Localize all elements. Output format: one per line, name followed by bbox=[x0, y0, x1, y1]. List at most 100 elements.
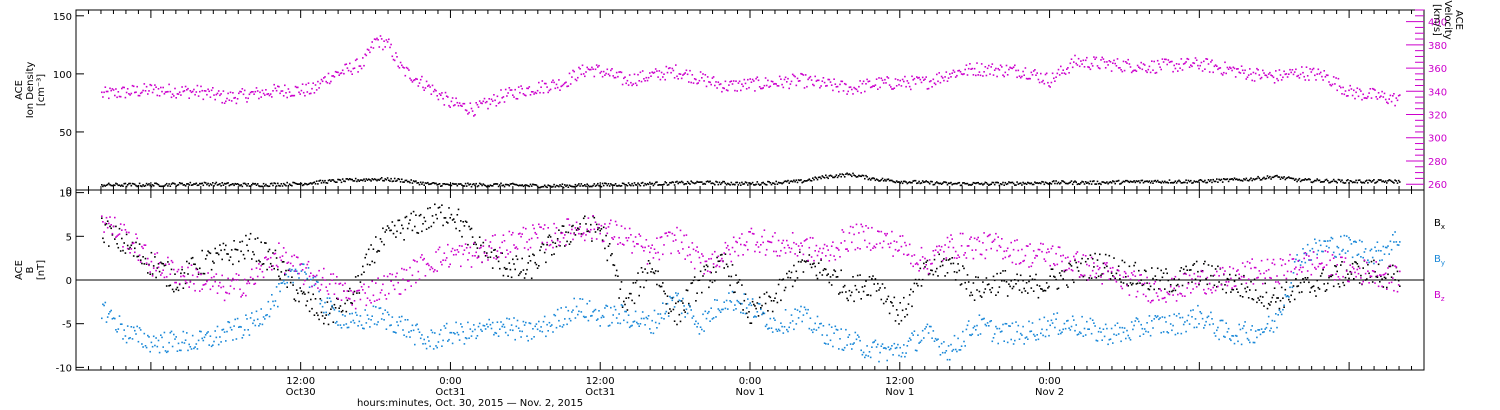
data-point bbox=[582, 232, 585, 234]
data-point bbox=[572, 238, 574, 241]
data-point bbox=[1381, 278, 1383, 280]
data-point bbox=[946, 272, 949, 274]
data-point bbox=[143, 263, 146, 265]
data-point bbox=[916, 282, 918, 285]
data-point bbox=[777, 283, 780, 286]
data-point bbox=[369, 299, 371, 302]
data-point bbox=[215, 181, 218, 184]
data-point bbox=[633, 73, 636, 76]
data-point bbox=[512, 258, 514, 261]
data-point bbox=[1254, 72, 1257, 75]
data-point bbox=[455, 183, 457, 185]
data-point bbox=[474, 184, 476, 187]
data-point bbox=[846, 172, 848, 175]
data-point bbox=[326, 301, 329, 303]
data-point bbox=[1345, 179, 1348, 182]
data-point bbox=[673, 320, 676, 322]
data-point bbox=[881, 283, 884, 285]
data-point bbox=[195, 268, 198, 271]
data-point bbox=[367, 178, 370, 180]
data-point bbox=[582, 315, 585, 318]
data-point bbox=[484, 328, 487, 330]
data-point bbox=[515, 183, 518, 186]
data-point bbox=[945, 350, 948, 352]
data-point bbox=[318, 269, 320, 272]
data-point bbox=[475, 182, 477, 185]
data-point bbox=[279, 277, 281, 280]
data-point bbox=[331, 304, 333, 307]
data-point bbox=[813, 328, 815, 331]
data-point bbox=[454, 183, 456, 185]
data-point bbox=[610, 69, 612, 72]
data-point bbox=[891, 179, 893, 182]
data-point bbox=[841, 173, 844, 175]
data-point bbox=[565, 81, 567, 84]
data-point bbox=[579, 68, 581, 70]
data-point bbox=[744, 312, 747, 315]
data-point bbox=[1188, 66, 1191, 68]
data-point bbox=[175, 336, 177, 338]
data-point bbox=[937, 80, 939, 83]
data-point bbox=[298, 277, 300, 279]
data-point bbox=[671, 232, 674, 235]
data-point bbox=[1057, 333, 1060, 335]
data-point bbox=[699, 326, 702, 328]
data-point bbox=[269, 256, 272, 259]
data-point bbox=[421, 254, 423, 256]
data-point bbox=[1070, 180, 1073, 182]
data-point bbox=[411, 81, 414, 83]
data-point bbox=[734, 304, 736, 306]
data-point bbox=[139, 185, 142, 187]
data-point bbox=[1211, 318, 1213, 320]
data-point bbox=[904, 180, 906, 183]
y-axis-label: ACEB[nT] bbox=[14, 260, 47, 280]
data-point bbox=[295, 86, 298, 89]
data-point bbox=[728, 183, 730, 185]
data-point bbox=[436, 95, 438, 97]
data-point bbox=[803, 180, 806, 182]
data-point bbox=[588, 300, 591, 302]
data-point bbox=[1375, 275, 1377, 278]
data-point bbox=[685, 183, 688, 185]
data-point bbox=[1123, 69, 1126, 72]
data-point bbox=[743, 183, 746, 185]
data-point bbox=[937, 338, 939, 340]
data-point bbox=[780, 78, 782, 80]
data-point bbox=[1028, 320, 1030, 323]
data-point bbox=[249, 91, 252, 94]
data-point bbox=[490, 98, 493, 101]
data-point bbox=[398, 178, 401, 181]
data-point bbox=[1003, 75, 1005, 78]
bz-series bbox=[101, 215, 1401, 310]
data-point bbox=[1159, 279, 1161, 282]
data-point bbox=[273, 182, 275, 184]
data-point bbox=[641, 246, 644, 249]
data-point bbox=[214, 280, 216, 283]
data-point bbox=[959, 349, 962, 351]
data-point bbox=[1040, 72, 1042, 75]
data-point bbox=[1332, 251, 1335, 254]
data-point bbox=[431, 215, 434, 217]
data-point bbox=[1285, 73, 1288, 75]
data-point bbox=[197, 271, 200, 274]
data-point bbox=[1321, 250, 1323, 253]
data-point bbox=[1279, 299, 1282, 302]
data-point bbox=[138, 254, 141, 256]
data-point bbox=[538, 265, 540, 267]
data-point bbox=[1097, 183, 1100, 185]
data-point bbox=[653, 248, 656, 250]
data-point bbox=[834, 175, 837, 178]
data-point bbox=[979, 183, 982, 185]
data-point bbox=[1051, 72, 1054, 75]
data-point bbox=[633, 320, 636, 323]
data-point bbox=[794, 180, 796, 183]
data-point bbox=[445, 221, 448, 223]
data-point bbox=[547, 184, 549, 186]
data-point bbox=[611, 321, 613, 324]
data-point bbox=[899, 302, 901, 304]
data-point bbox=[954, 348, 957, 351]
data-point bbox=[320, 311, 323, 314]
data-point bbox=[993, 279, 996, 282]
data-point bbox=[412, 210, 415, 213]
data-point bbox=[188, 97, 190, 99]
